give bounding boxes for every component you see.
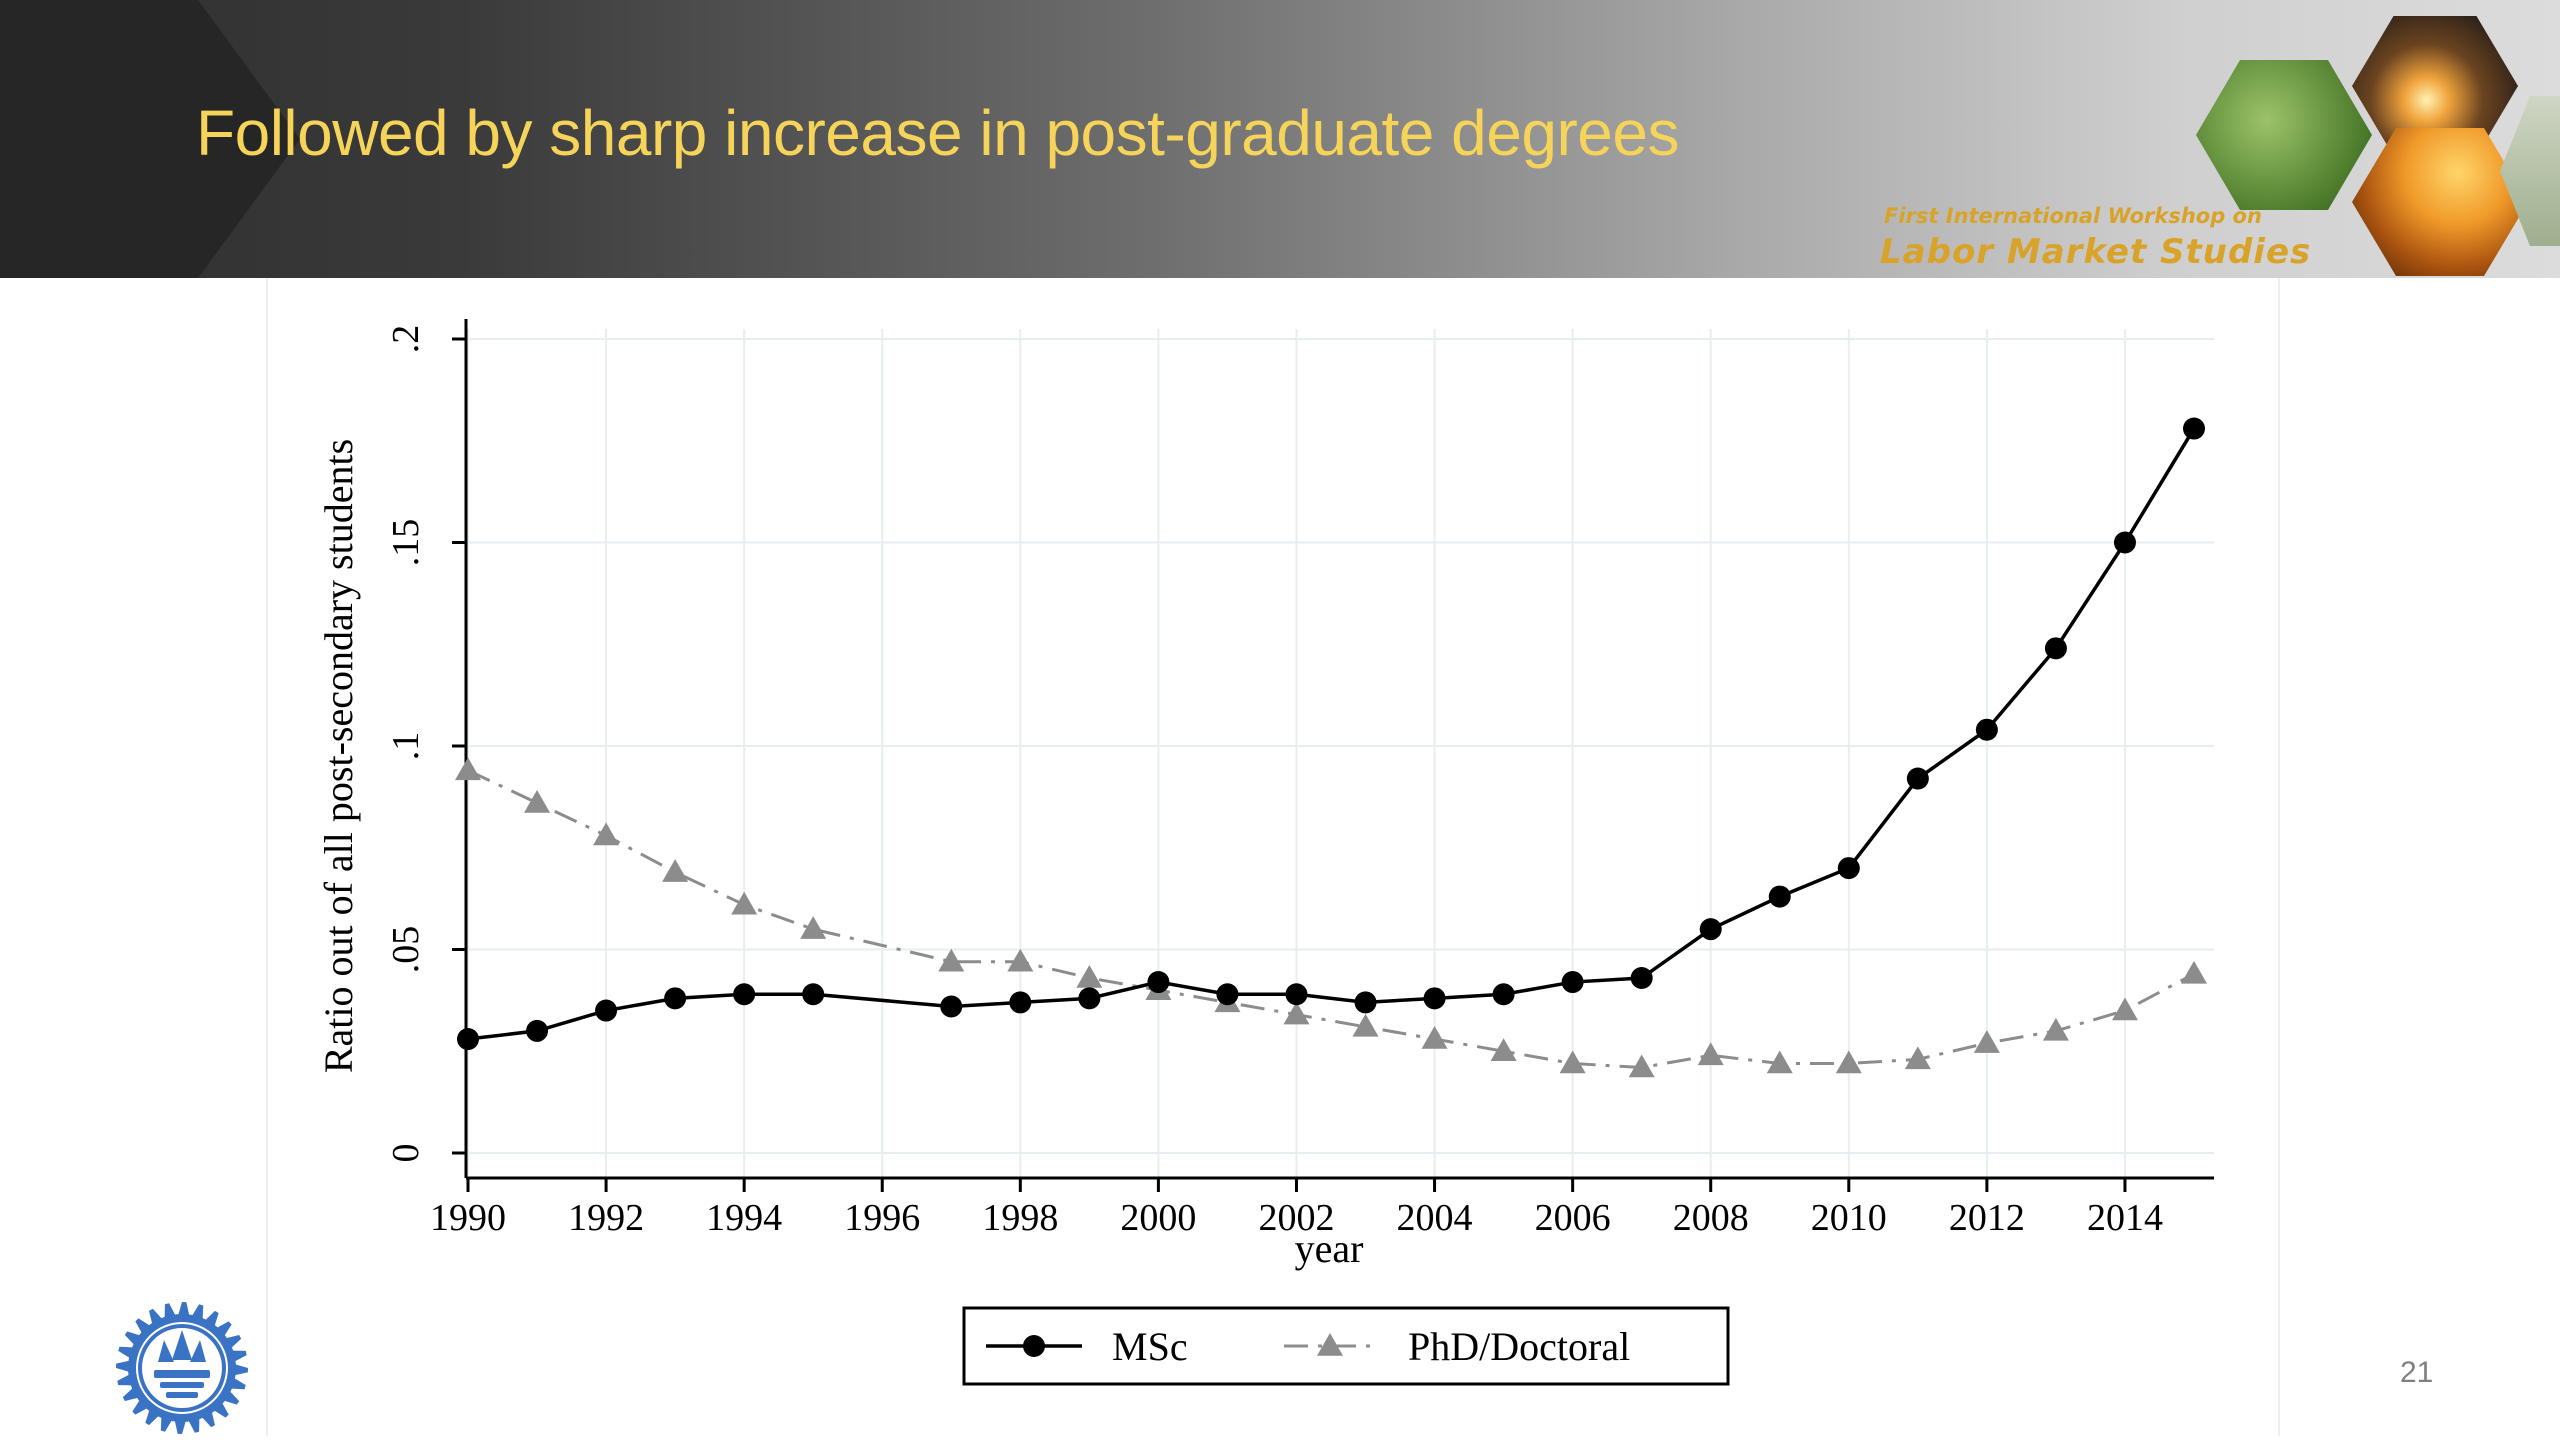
field-workers-photo	[2196, 60, 2372, 210]
data-point	[1147, 971, 1170, 994]
y-tick-label: .1	[385, 732, 427, 761]
x-tick-label: 2004	[1397, 1197, 1473, 1239]
data-point	[800, 916, 827, 939]
data-point	[526, 1019, 549, 1042]
legend-phd-marker	[1317, 1333, 1343, 1356]
y-tick-label: 0	[385, 1144, 427, 1163]
data-point	[2181, 960, 2207, 984]
data-point	[1628, 1054, 1655, 1078]
data-point	[1561, 971, 1584, 994]
slide-title: Followed by sharp increase in post-gradu…	[196, 97, 1679, 169]
data-point	[2113, 531, 2136, 554]
data-point	[1078, 987, 1101, 1010]
series	[455, 417, 2207, 1078]
data-point	[731, 891, 758, 915]
data-point	[524, 789, 551, 813]
legend-msc-label: MSc	[1112, 1324, 1188, 1369]
legend: MSc PhD/Doctoral	[962, 1306, 1730, 1386]
data-point	[1490, 1038, 1517, 1061]
workshop-name-line2: Labor Market Studies	[1880, 232, 2312, 272]
data-point	[1837, 857, 1860, 880]
data-point	[1354, 991, 1377, 1014]
slide-header: Followed by sharp increase in post-gradu…	[0, 0, 2560, 278]
data-point	[2183, 417, 2205, 440]
x-tick-label: 2006	[1535, 1197, 1611, 1239]
data-point	[1423, 987, 1446, 1010]
line-chart: 1990 1992 1994 1996 1998 2000 2002 2004 2006 2008…	[316, 319, 2214, 1386]
x-tick-label: 2012	[1949, 1197, 2025, 1239]
data-point	[1975, 718, 1998, 741]
data-point	[1492, 983, 1515, 1006]
data-point	[455, 757, 481, 781]
y-tick-label: .05	[385, 926, 427, 974]
data-point	[802, 983, 825, 1006]
x-axis-title: year	[1295, 1226, 1364, 1271]
x-tick-label: 1994	[706, 1197, 782, 1239]
y-tick-label: .2	[385, 325, 427, 354]
data-point	[1904, 1046, 1931, 1070]
data-point	[1766, 1050, 1793, 1074]
axes: 1990 1992 1994 1996 1998 2000 2002 2004 2006 2008…	[316, 319, 2214, 1271]
x-tick-label: 1996	[844, 1197, 920, 1239]
x-tick-label: 1990	[430, 1197, 506, 1239]
data-point	[1973, 1030, 2000, 1053]
data-point	[1421, 1026, 1448, 1049]
legend-phd-label: PhD/Doctoral	[1408, 1324, 1630, 1369]
series-line	[467, 427, 2196, 1041]
worker-silhouette-photo	[2352, 128, 2528, 276]
data-point	[1009, 991, 1032, 1014]
x-tick-label: 1998	[982, 1197, 1058, 1239]
grid-lines	[466, 329, 2214, 1178]
data-point	[1216, 983, 1239, 1006]
series-msc	[457, 417, 2205, 1051]
data-point	[595, 999, 618, 1022]
x-tick-label: 1992	[568, 1197, 644, 1239]
data-point	[1285, 983, 1308, 1006]
data-point	[2044, 637, 2067, 660]
x-tick-label: 2010	[1811, 1197, 1887, 1239]
data-point	[733, 983, 756, 1006]
data-point	[1559, 1050, 1586, 1074]
y-tick-label: .15	[385, 519, 427, 567]
series-phd-doctoral	[455, 757, 2207, 1078]
university-seal-logo	[116, 1302, 248, 1434]
series-line	[467, 769, 2195, 1070]
workshop-name-line1: First International Workshop on	[1884, 204, 2262, 228]
data-point	[1768, 885, 1791, 908]
x-tick-label: 2014	[2087, 1197, 2163, 1239]
data-point	[664, 987, 687, 1010]
x-tick-label: 2000	[1120, 1197, 1196, 1239]
data-point	[1076, 964, 1103, 988]
legend-msc-marker	[1023, 1335, 1045, 1357]
data-point	[1352, 1013, 1379, 1037]
data-point	[1906, 767, 1929, 790]
data-point	[1283, 1001, 1310, 1025]
data-point	[1630, 966, 1653, 989]
data-point	[1007, 948, 1034, 972]
data-point	[1699, 918, 1722, 941]
page-number: 21	[2400, 1356, 2434, 1389]
data-point	[1835, 1050, 1862, 1074]
data-point	[2042, 1017, 2069, 1041]
data-point	[1697, 1042, 1724, 1066]
chart-card: 1990 1992 1994 1996 1998 2000 2002 2004 2006 2008…	[266, 278, 2280, 1436]
data-point	[940, 995, 963, 1018]
x-tick-label: 2008	[1673, 1197, 1749, 1239]
data-point	[457, 1028, 479, 1051]
data-point	[662, 859, 689, 882]
y-axis-title: Ratio out of all post-secondary students	[316, 439, 361, 1073]
data-point	[938, 948, 965, 972]
data-point	[593, 822, 620, 846]
x-tick-label: 2002	[1258, 1197, 1334, 1239]
data-point	[2111, 997, 2138, 1021]
